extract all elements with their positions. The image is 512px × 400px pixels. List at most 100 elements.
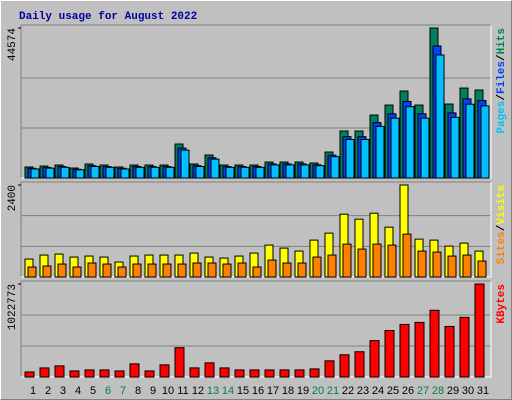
- bar: [369, 340, 380, 378]
- y-tick-label: 44574: [7, 28, 19, 61]
- x-tick-label: 11: [177, 385, 188, 397]
- bar: [345, 138, 355, 179]
- x-tick-label: 2: [45, 385, 51, 397]
- bar: [207, 262, 217, 278]
- x-tick-label: 4: [75, 385, 81, 397]
- bar: [429, 309, 440, 378]
- x-tick-label: 12: [192, 385, 204, 397]
- bar: [129, 363, 140, 378]
- x-tick-label: 3: [60, 385, 66, 397]
- bar: [249, 369, 260, 378]
- bar: [330, 156, 340, 179]
- bar: [99, 369, 110, 378]
- bar: [177, 263, 187, 278]
- bar: [294, 369, 305, 378]
- bar: [165, 166, 175, 179]
- x-tick-label: 15: [237, 385, 249, 397]
- x-tick-label: 6: [105, 385, 111, 397]
- bar: [45, 167, 55, 179]
- bar: [90, 166, 100, 179]
- bar: [75, 169, 85, 179]
- bar: [237, 262, 247, 278]
- bar: [465, 103, 475, 179]
- x-tick-label: 21: [327, 385, 339, 397]
- bar: [159, 364, 170, 378]
- bar: [327, 254, 337, 278]
- bar: [225, 166, 235, 179]
- bar: [69, 370, 80, 378]
- bar: [462, 254, 472, 278]
- bar: [384, 330, 395, 378]
- bar: [222, 263, 232, 278]
- bar: [339, 354, 350, 378]
- x-tick-label: 26: [402, 385, 414, 397]
- legend-entry: Visits: [496, 185, 508, 225]
- bar: [105, 166, 115, 179]
- x-tick-label: 13: [207, 385, 219, 397]
- bar: [195, 166, 205, 179]
- bar: [102, 263, 112, 278]
- bar: [387, 244, 397, 278]
- legend: KBytes: [496, 284, 508, 324]
- bar: [285, 164, 295, 179]
- bar: [117, 266, 127, 278]
- x-tick-label: 1: [30, 385, 36, 397]
- bar: [414, 321, 425, 378]
- bar: [147, 263, 157, 278]
- bar: [390, 117, 400, 179]
- bar: [447, 255, 457, 278]
- legend: Pages/Files/Hits: [496, 28, 508, 134]
- x-tick-label: 7: [120, 385, 126, 397]
- bar: [54, 365, 65, 378]
- bar: [342, 243, 352, 278]
- bar: [357, 248, 367, 278]
- bar: [420, 117, 430, 179]
- bar: [459, 316, 470, 378]
- bar: [477, 260, 487, 278]
- bar: [267, 259, 277, 278]
- legend-entry: KBytes: [496, 284, 508, 324]
- bar: [264, 369, 275, 378]
- x-tick-label: 22: [342, 385, 354, 397]
- x-tick-label: 18: [282, 385, 294, 397]
- legend-entry: Hits: [496, 28, 508, 54]
- bar: [132, 263, 142, 278]
- bar: [252, 266, 262, 278]
- bar: [432, 251, 442, 278]
- x-tick-label: 30: [462, 385, 474, 397]
- bar: [474, 283, 485, 378]
- bar: [180, 149, 190, 179]
- bar: [309, 368, 320, 378]
- x-tick-label: 9: [150, 385, 156, 397]
- legend-separator: /: [496, 224, 508, 231]
- panel-edge-dark: [20, 280, 491, 377]
- bar: [30, 168, 40, 179]
- bar: [444, 325, 455, 378]
- x-tick-label: 5: [90, 385, 96, 397]
- bar: [324, 360, 335, 378]
- x-tick-label: 23: [357, 385, 369, 397]
- bar: [72, 266, 82, 278]
- y-tick-label: 1022773: [7, 284, 19, 330]
- bar: [360, 138, 370, 179]
- bar: [42, 265, 52, 278]
- bar: [405, 106, 415, 179]
- bar: [234, 369, 245, 378]
- x-tick-label: 25: [387, 385, 399, 397]
- x-tick-label: 29: [447, 385, 459, 397]
- bar: [240, 166, 250, 179]
- bar: [114, 370, 125, 378]
- x-tick-label: 8: [135, 385, 141, 397]
- bar: [270, 164, 280, 179]
- y-tick-label: 2400: [7, 185, 19, 211]
- bar: [480, 105, 490, 179]
- bar: [192, 262, 202, 278]
- bar: [189, 367, 200, 378]
- bar: [282, 262, 292, 278]
- bar: [402, 233, 412, 278]
- bar: [219, 367, 230, 378]
- legend-separator: /: [496, 94, 508, 101]
- bar: [60, 166, 70, 179]
- bar: [57, 263, 67, 278]
